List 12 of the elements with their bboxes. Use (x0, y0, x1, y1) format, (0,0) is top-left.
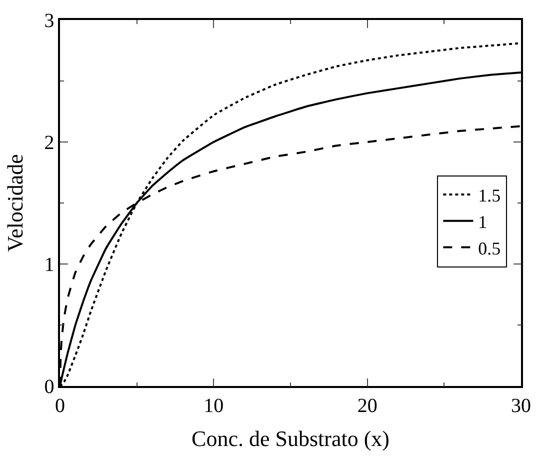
legend-label: 1 (478, 212, 488, 232)
y-tick-label: 1 (44, 254, 54, 276)
x-tick-label: 10 (204, 394, 224, 417)
y-axis-title: Velocidade (2, 154, 28, 252)
legend-label: 1.5 (478, 186, 501, 206)
x-tick-label: 20 (357, 394, 378, 417)
legend-label: 0.5 (478, 238, 501, 258)
x-axis-title: Conc. de Substrato (x) (192, 426, 390, 452)
y-tick-label: 3 (44, 10, 54, 32)
y-tick-label: 0 (44, 376, 54, 398)
x-tick-label: 30 (511, 394, 531, 417)
y-tick-label: 2 (44, 132, 54, 154)
